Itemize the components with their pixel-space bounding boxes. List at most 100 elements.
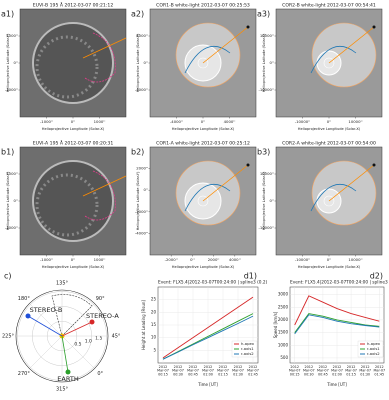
panel-label: a1): [1, 10, 14, 19]
x-tick-label: 10000'': [348, 257, 362, 262]
panel-label: d1): [244, 272, 257, 281]
y-axis-label: Helioprojective Latitude (Solar-Y): [6, 171, 10, 230]
panel-title: COR2-A white-light 2012-03-07 00:54:00: [282, 141, 376, 147]
disk-texture: [35, 173, 99, 237]
radial-label: 1.0: [85, 339, 92, 345]
y-tick-label: 1000'': [6, 33, 18, 38]
x-tick-label: 2012 Mar-07 00:30: [172, 365, 184, 376]
x-axis-label: Helioprojective Longitude (Solar-X): [172, 127, 235, 131]
legend-label: r-axis1: [367, 346, 380, 351]
x-tick-label: -10000'': [295, 257, 311, 262]
y-tick-label: 1000: [278, 342, 289, 347]
y-tick-label: 10000'': [260, 171, 274, 176]
apex-point: [372, 25, 376, 29]
axis-overlay: [328, 26, 375, 64]
angle-label: 315°: [56, 387, 69, 393]
body-line: [27, 315, 63, 337]
body-marker: [65, 369, 71, 375]
y-tick-label: 1500: [278, 330, 289, 335]
legend-box: [357, 340, 384, 358]
x-tick-label: 0'': [327, 119, 332, 124]
y-tick-label: 15: [151, 322, 157, 327]
flux-rope-overlay: [310, 183, 357, 212]
x-tick-label: 0'': [201, 119, 206, 124]
sun-limb: [323, 195, 335, 207]
angle-label: 270°: [18, 371, 31, 377]
y-tick-label: 0'': [269, 60, 274, 65]
sun-limb: [323, 57, 335, 69]
solar-disk: [32, 22, 114, 104]
x-tick-label: 10000'': [348, 119, 362, 124]
polar-spoke: [29, 335, 63, 369]
y-axis-label: Height at Leading [Rsun]: [141, 300, 146, 350]
panel-title: COR1-B white-light 2012-03-07 00:25:53: [156, 3, 250, 9]
panel-title: EUVI-A 195 Å 2012-03-07 00:20:31: [33, 140, 114, 147]
disk-texture: [35, 35, 99, 99]
x-tick-label: 1000'': [94, 119, 106, 124]
y-tick-label: 500: [280, 355, 288, 360]
y-tick-label: -10000'': [258, 87, 274, 92]
sun-limb: [197, 57, 209, 69]
legend-label: h-apex: [367, 341, 381, 346]
y-tick-label: 5: [153, 347, 156, 352]
axis-overlay: [82, 37, 127, 59]
x-axis-label: Helioprojective Longitude (Solar-X): [42, 265, 105, 269]
x-axis-label: Helioprojective Longitude (Solar-X): [42, 127, 105, 131]
polar-spoke: [29, 303, 63, 337]
x-tick-label: 2012 Mar-07 01:30: [359, 365, 371, 376]
y-tick-label: 2000'': [136, 166, 148, 171]
y-axis-label: Helioprojective Latitude (Solar-Y): [262, 171, 266, 230]
y-tick-label: 20: [151, 309, 157, 314]
panel-label: b3): [257, 148, 270, 157]
x-tick-label: 2012 Mar-07 01:45: [247, 365, 259, 376]
y-axis-label: Helioprojective Latitude (Solar-Y): [136, 33, 140, 92]
apex-point: [246, 163, 250, 167]
x-tick-label: 4000'': [229, 257, 241, 262]
angle-label: 225°: [2, 334, 15, 340]
y-tick-label: -4000'': [135, 230, 148, 235]
axis-overlay: [328, 164, 375, 202]
x-axis-label: Time [UT]: [326, 382, 347, 387]
y-tick-label: 2500: [278, 304, 289, 309]
panel-label: a3): [257, 10, 270, 19]
y-tick-label: -4000'': [135, 87, 148, 92]
x-tick-label: 2012 Mar-07 00:45: [317, 365, 329, 376]
y-axis-label: Helioprojective Latitude (Solar-Y): [6, 33, 10, 92]
y-tick-label: -10000'': [258, 225, 274, 230]
x-tick-label: 2012 Mar-07 00:15: [157, 365, 169, 376]
polar-spoke: [61, 335, 95, 369]
x-tick-label: 4000'': [224, 119, 236, 124]
y-tick-label: 0'': [143, 60, 148, 65]
y-tick-label: 0'': [13, 60, 18, 65]
y-tick-label: -2000'': [135, 209, 148, 214]
x-tick-label: 2012 Mar-07 01:15: [217, 365, 229, 376]
x-tick-label: 0'': [327, 257, 332, 262]
x-tick-label: 0'': [71, 119, 76, 124]
x-tick-label: -1000'': [40, 257, 53, 262]
y-axis-label: Speed [km/s]: [273, 311, 278, 338]
y-tick-label: 0'': [143, 187, 148, 192]
legend-box: [231, 340, 258, 358]
panel-label: c): [4, 272, 12, 281]
x-tick-label: -10000'': [295, 119, 311, 124]
x-tick-label: 2012 Mar-07 01:00: [202, 365, 214, 376]
x-tick-label: 2000'': [208, 257, 220, 262]
x-tick-label: 2012 Mar-07 01:15: [345, 365, 357, 376]
x-tick-label: 2012 Mar-07 00:15: [289, 365, 301, 376]
body-line: [61, 335, 69, 373]
x-tick-label: 0'': [190, 257, 195, 262]
y-tick-label: 25: [151, 297, 157, 302]
radial-label: 1.5: [95, 336, 102, 342]
legend-label: r-axis2: [241, 351, 254, 356]
radial-label: 0.5: [74, 342, 81, 348]
y-axis-label: Helioprojective Latitude (Solar-Y): [262, 33, 266, 92]
y-tick-label: 1000'': [6, 171, 18, 176]
y-tick-label: 10: [151, 335, 157, 340]
flux-rope-overlay: [310, 45, 357, 74]
body-label: STEREO-A: [86, 312, 119, 320]
apex-point: [372, 163, 376, 167]
y-tick-label: 10000'': [260, 33, 274, 38]
legend-label: r-axis1: [241, 346, 254, 351]
x-axis-label: Helioprojective Longitude (Solar-X): [172, 265, 235, 269]
